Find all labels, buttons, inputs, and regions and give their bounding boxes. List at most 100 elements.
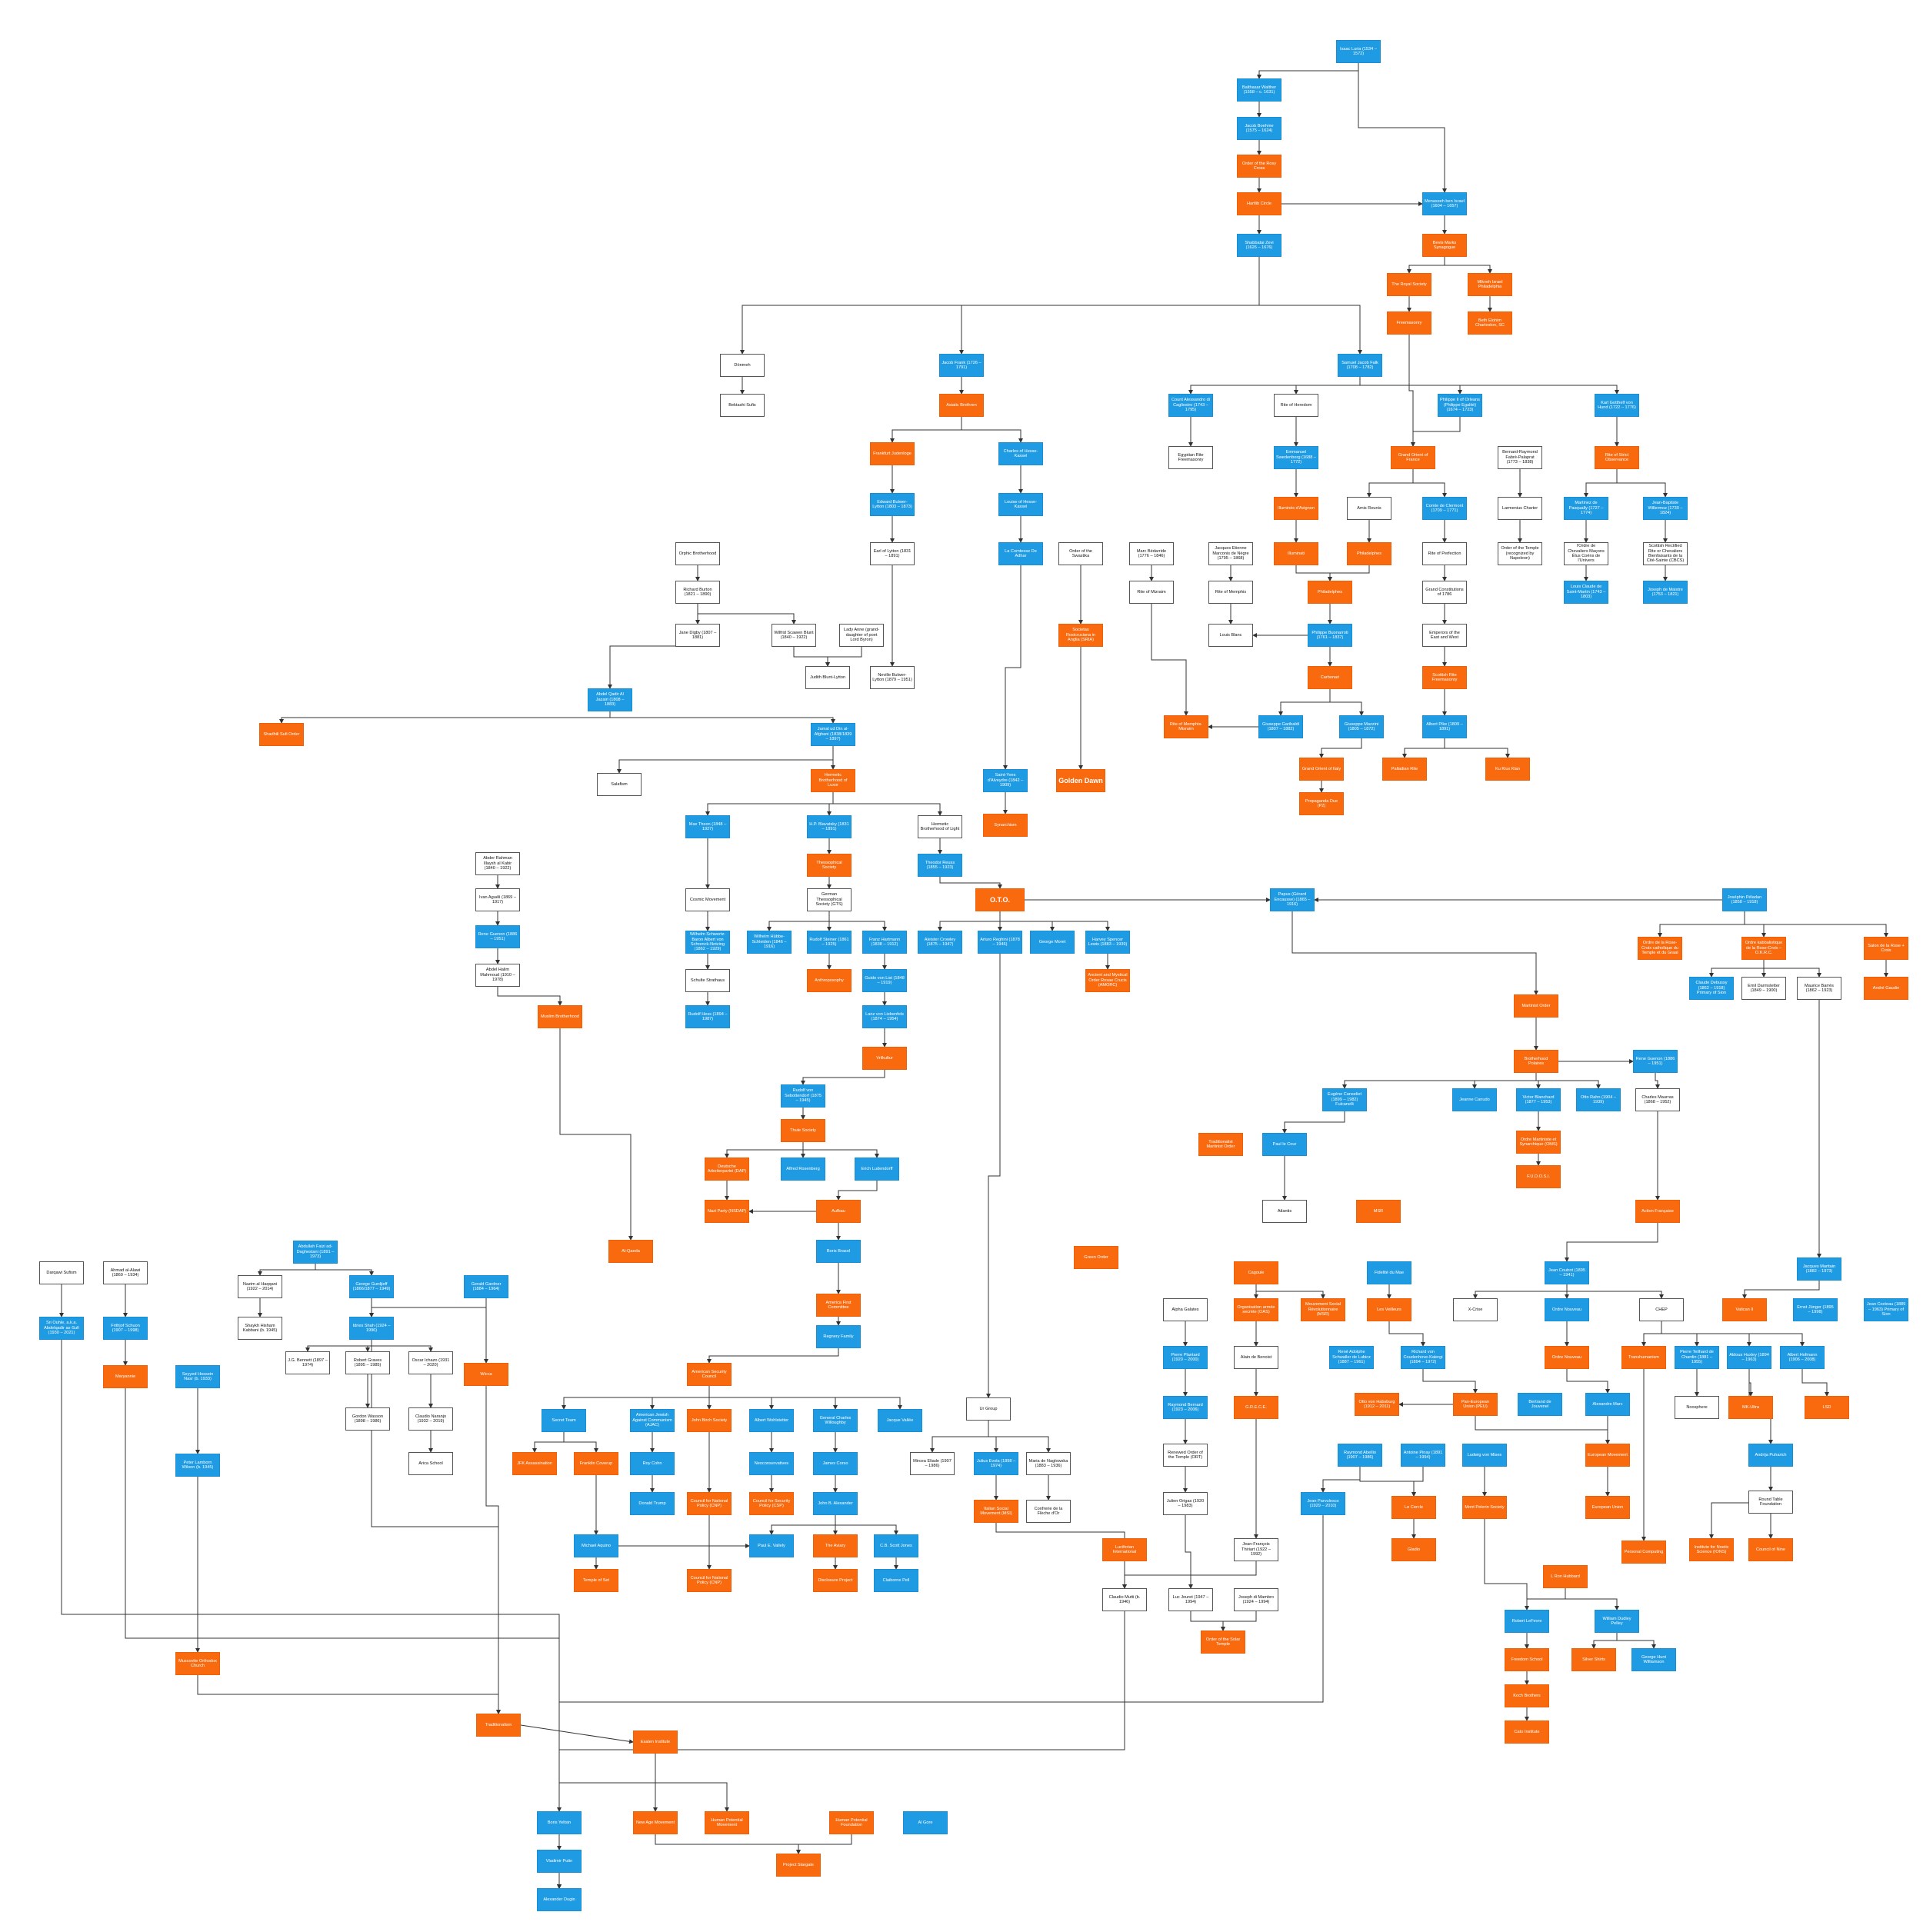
- node-human-potential-movement: Human Potential Movement: [705, 1811, 749, 1834]
- node-ahmad-alalawi: Ahmad al-Alawi (1869 – 1934): [103, 1261, 148, 1284]
- node-abdullah-faizi: Abdullah Faizi ad-Daghestani (1891 – 197…: [293, 1241, 338, 1264]
- node-scottish-rectified: Scottish Rectified Rite or Chevaliers Bi…: [1643, 542, 1688, 565]
- node-aldous-huxley: Aldous Huxley (1894 – 1963): [1727, 1346, 1771, 1369]
- node-mouvement-social: Mouvement Social Révolutionnaire (MSR): [1301, 1298, 1345, 1321]
- edge-illuminati-to-philadelphes2: [1295, 565, 1332, 581]
- node-order-solar-temple: Order of the Solar Temple: [1201, 1631, 1245, 1654]
- node-raymond-bernard: Raymond Bernard (1923 – 2006): [1163, 1396, 1208, 1419]
- node-boris-brasol: Boris Brasol: [816, 1240, 861, 1263]
- edge-andrija-puharich-to-institute-noetic: [1709, 1467, 1771, 1539]
- edge-abdel-halim-to-muslim-brotherhood: [497, 987, 562, 1006]
- node-council-security-policy: Council for Security Policy (CSP): [749, 1492, 794, 1515]
- node-jacob-frank: Jacob Frank (1726 – 1791): [939, 354, 984, 377]
- node-rite-memphis-misraim: Rite of Memphis-Misraim: [1164, 715, 1208, 738]
- node-egyptian-rite: Egyptian Rite Freemasonry: [1168, 446, 1213, 469]
- node-frankfurt-lodge: Frankfurt Judenloge: [870, 442, 915, 465]
- node-royal-society: The Royal Society: [1387, 273, 1431, 296]
- node-albert-pike: Albert Pike (1809 – 1891): [1422, 715, 1467, 738]
- edge-oto-to-aleister-crowley: [938, 911, 1001, 931]
- node-alexander-dugin: Alexander Dugin: [537, 1888, 582, 1911]
- edge-grand-orient-france-to-comte-clermont: [1412, 469, 1447, 498]
- node-lanz-liebenfels: Lanz von Liebenfels (1874 – 1954): [862, 1005, 907, 1028]
- edge-secret-team-to-franklin-cover: [563, 1432, 598, 1453]
- node-albert-wohlstetter: Albert Wohlstetter: [749, 1409, 794, 1432]
- node-rite-strict: Rite of Strict Observance: [1595, 446, 1639, 469]
- node-george-gurdjieff: George Gurdjieff (1866/1877 – 1949): [349, 1275, 394, 1298]
- node-orphic-brotherhood: Orphic Brotherhood: [675, 542, 720, 565]
- node-nazi-party: Nazi Party (NSDAP): [705, 1200, 749, 1223]
- node-anthroposophy: Anthroposophy: [807, 969, 852, 992]
- node-transhumanism: Transhumanism: [1621, 1346, 1666, 1369]
- node-freemasonry: Freemasonry: [1387, 311, 1431, 335]
- node-bulwer-lytton: Edward Bulwer-Lytton (1803 – 1873): [870, 493, 915, 516]
- node-ordre-nouveau2: Ordre Nouveau: [1545, 1346, 1589, 1369]
- node-paul-vallely: Paul E. Vallely: [749, 1534, 794, 1557]
- node-saint-martin: Louis Claude de Saint-Martin (1743 – 180…: [1564, 581, 1608, 604]
- node-charles-maurras: Charles Maurras (1868 – 1952): [1635, 1088, 1680, 1111]
- node-gordon-wasson: Gordon Wasson (1898 – 1986): [345, 1407, 390, 1431]
- node-bektashi: Bektashi Sufis: [720, 394, 765, 417]
- node-america-first: America First Committee: [816, 1294, 861, 1317]
- node-paul-le-cour: Paul le Cour: [1262, 1133, 1307, 1156]
- node-oto: O.T.O.: [975, 888, 1025, 911]
- node-donmeh: Dönmeh: [720, 354, 765, 377]
- node-sebottendorf-schwertz: Wilhelm Schwertz-Baron Albert von Schren…: [685, 931, 730, 954]
- edge-rene-guenon2-to-charles-maurras: [1655, 1073, 1660, 1089]
- edge-esalen-institute-to-human-potential-movement: [655, 1754, 729, 1812]
- edge-esalen-institute-to-boris-yeltsin: [557, 1754, 656, 1812]
- node-european-movement: European Movement: [1585, 1444, 1630, 1467]
- edge-john-alexander-to-cb-scott-jones: [835, 1515, 898, 1535]
- node-freedom-school: Freedom School: [1505, 1648, 1549, 1671]
- node-maria-naglowska: Maria de Naglowska (1883 – 1936): [1026, 1452, 1071, 1475]
- edge-eugene-canseliet-to-paul-le-cour: [1282, 1111, 1345, 1134]
- edge-vrilkultur-to-rudolf-sebottendorf: [801, 1070, 885, 1085]
- node-papus: Papus (Gérard Encausse) (1865 – 1916): [1270, 888, 1315, 911]
- node-secret-team: Secret Team: [542, 1409, 586, 1432]
- edge-carbonari-to-mazzini: [1329, 689, 1364, 716]
- node-alexandre-marc: Alexandre Marc: [1585, 1393, 1630, 1416]
- node-italian-social-movement: Italian Social Movement (MSI): [974, 1500, 1018, 1523]
- edge-idries-shah-to-robert-graves: [365, 1340, 372, 1352]
- edge-mazzini-to-grand-orient-italy: [1319, 738, 1362, 758]
- node-neoconservatives: Neoconservatives: [749, 1452, 794, 1475]
- edge-american-security-to-aaac: [650, 1386, 710, 1410]
- node-grand-constitutions: Grand Constitutions of 1786: [1422, 581, 1467, 604]
- node-lsd: LSD: [1805, 1396, 1849, 1419]
- edge-thule-society-to-erich-ludendorff: [802, 1142, 879, 1158]
- edge-albert-hofmann-to-lsd: [1801, 1369, 1829, 1397]
- node-blavatsky: H.P. Blavatsky (1831 – 1891): [807, 815, 852, 838]
- node-claudio-naranjo: Claudio Naranjo (1932 – 2019): [408, 1407, 453, 1431]
- node-raymond-abellio: Raymond Abellio (1907 – 1986): [1338, 1444, 1382, 1467]
- node-charles-hesse: Charles of Hesse-Kassel: [998, 442, 1043, 465]
- node-order-swastika: Order of the Swastika: [1058, 542, 1103, 565]
- edge-luc-jouret-to-order-solar-temple: [1190, 1611, 1225, 1631]
- node-josephin-peladan: Joséphin Péladan (1858 – 1918): [1722, 888, 1767, 911]
- node-neville-lytton: Neville Bulwer-Lytton (1879 – 1951): [870, 666, 915, 689]
- edge-ur-group-to-maria-naglowska: [988, 1421, 1051, 1453]
- node-ludwig-mises: Ludwig von Mises: [1462, 1444, 1507, 1467]
- node-x-crise: X-Crise: [1453, 1298, 1498, 1321]
- edge-comtesse-caithness-to-saint-yves: [1003, 565, 1021, 770]
- edge-joseph-mambro-to-order-solar-temple: [1221, 1611, 1257, 1631]
- node-nazim-haqqani: Nazim al Haqqani (1922 – 2014): [238, 1275, 282, 1298]
- edge-ordre-kabbalistique-to-claude-debussy: [1709, 960, 1765, 978]
- node-judith-blunt: Judith Blunt-Lytton: [805, 666, 850, 689]
- node-l-ron-hubbard: L Ron Hubbard: [1543, 1565, 1588, 1588]
- node-ur-group: Ur Group: [966, 1397, 1011, 1421]
- node-thule-society: Thule Society: [781, 1119, 825, 1142]
- node-claude-debussy: Claude Debussy (1862 – 1918) Primary of …: [1689, 977, 1734, 1000]
- node-menasseh-ben-israel: Menasseh ben Israel (1604 – 1657): [1422, 192, 1467, 215]
- edge-hb-luxor-to-max-theon: [705, 792, 834, 816]
- edge-les-veilleurs-to-richard-coudenhove: [1388, 1321, 1425, 1347]
- edge-ordre-nouveau2-to-alexandre-marc: [1566, 1369, 1610, 1394]
- node-mk-ultra: MK-Ultra: [1728, 1396, 1773, 1419]
- edge-asiatic-brethren-to-frankfurt-lodge: [890, 417, 962, 443]
- node-emil-darmstetter: Emil Darmstetter (1849 – 1900): [1741, 977, 1786, 1000]
- node-action-francaise: Action Française: [1635, 1200, 1680, 1223]
- node-luc-jouret: Luc Jouret (1947 – 1994): [1168, 1588, 1213, 1611]
- edge-bevis-marks-to-mikveh-israel: [1444, 257, 1492, 274]
- edge-wilfrid-blunt-to-judith-blunt: [793, 647, 830, 667]
- node-jacob-boehme: Jacob Boehme (1575 – 1624): [1237, 117, 1281, 140]
- edge-rite-strict-to-martinez-pasqually: [1584, 469, 1618, 498]
- node-round-table: Round Table Foundation: [1748, 1491, 1793, 1514]
